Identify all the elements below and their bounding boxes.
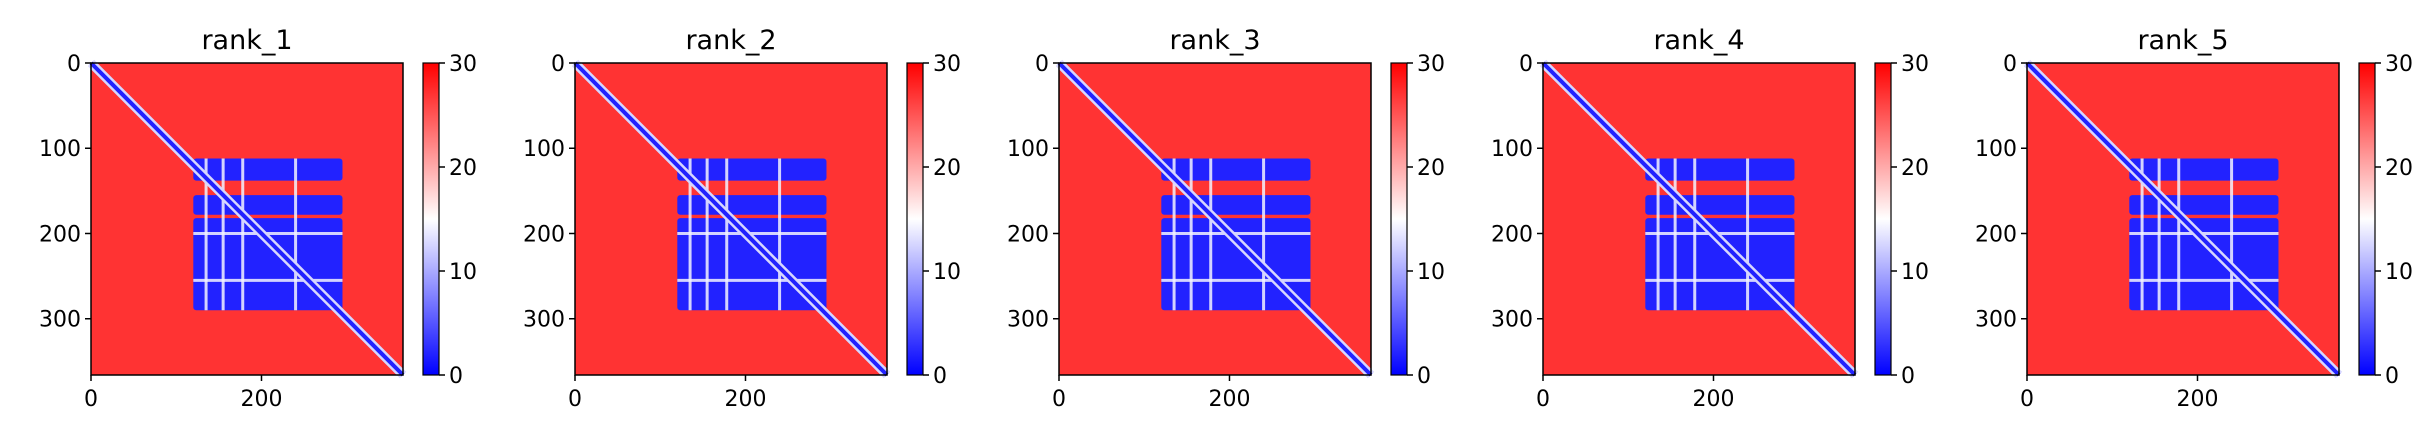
heatmap-block	[677, 218, 827, 311]
heatmap-diagonal	[2025, 61, 2341, 377]
y-tick-label: 200	[1491, 222, 1533, 247]
colorbar-tick-label: 0	[1901, 364, 1915, 389]
x-tick-label: 0	[1052, 387, 1066, 412]
colorbar-tick-label: 30	[1901, 52, 1929, 77]
heatmap-block	[193, 218, 343, 311]
colorbar-tick-label: 30	[1417, 52, 1445, 77]
chart-title: rank_3	[1169, 25, 1260, 56]
colorbar-tick-label: 30	[449, 52, 477, 77]
heatmap-block	[1645, 195, 1795, 215]
colorbar-tick-label: 20	[449, 156, 477, 181]
y-tick-label: 0	[551, 52, 565, 77]
heatmap-block	[1645, 218, 1795, 311]
colorbar-tick-label: 30	[933, 52, 961, 77]
colorbar-tick-label: 10	[1417, 260, 1445, 285]
chart-title: rank_1	[201, 25, 292, 56]
colorbar-tick-label: 0	[933, 364, 947, 389]
colorbar	[422, 62, 440, 376]
colorbar-tick-label: 0	[1417, 364, 1431, 389]
x-tick-label: 0	[1536, 387, 1550, 412]
axes-frame	[1058, 62, 1372, 376]
heatmap-block	[1645, 158, 1795, 181]
panel-rank_2: rank_2 0 200 0 100 200 300 0 10 20 30	[523, 25, 961, 412]
y-tick-label: 100	[1491, 137, 1533, 162]
colorbar	[906, 62, 924, 376]
heatmap-block	[193, 195, 343, 215]
x-tick-label: 200	[2176, 387, 2218, 412]
x-tick-label: 200	[240, 387, 282, 412]
colorbar-tick-label: 10	[449, 260, 477, 285]
y-tick-label: 0	[1519, 52, 1533, 77]
colorbar-tick-label: 10	[2385, 260, 2413, 285]
colorbar-tick-label: 20	[1901, 156, 1929, 181]
y-tick-label: 0	[1035, 52, 1049, 77]
colorbar-tick-label: 10	[933, 260, 961, 285]
y-tick-label: 200	[523, 222, 565, 247]
heatmap-block	[1161, 195, 1311, 215]
heatmap-block	[677, 195, 827, 215]
y-tick-label: 0	[67, 52, 81, 77]
axes-frame	[90, 62, 404, 376]
x-tick-label: 0	[2020, 387, 2034, 412]
y-tick-label: 100	[1975, 137, 2017, 162]
chart-title: rank_4	[1653, 25, 1744, 56]
panel-rank_3: rank_3 0 200 0 100 200 300 0 10 20 30	[1007, 25, 1445, 412]
y-tick-label: 300	[39, 308, 81, 333]
y-tick-label: 300	[1007, 308, 1049, 333]
heatmap-diagonal	[89, 61, 405, 377]
colorbar	[2358, 62, 2376, 376]
x-tick-label: 200	[724, 387, 766, 412]
colorbar-tick-label: 20	[1417, 156, 1445, 181]
heatmap-diagonal	[1057, 61, 1373, 377]
y-tick-label: 300	[1491, 308, 1533, 333]
heatmap-diagonal	[1541, 61, 1857, 377]
panel-rank_5: rank_5 0 200 0 100 200 300 0 10 20 30	[1975, 25, 2413, 412]
heatmap-block	[1161, 158, 1311, 181]
x-tick-label: 200	[1208, 387, 1250, 412]
colorbar-tick-label: 20	[2385, 156, 2413, 181]
colorbar-tick-label: 20	[933, 156, 961, 181]
axes-frame	[2026, 62, 2340, 376]
y-tick-label: 100	[39, 137, 81, 162]
colorbar	[1390, 62, 1408, 376]
heatmap-block	[2129, 218, 2279, 311]
heatmap-block	[2129, 195, 2279, 215]
chart-title: rank_2	[685, 25, 776, 56]
y-tick-label: 200	[1975, 222, 2017, 247]
colorbar-tick-label: 0	[2385, 364, 2399, 389]
heatmap-block	[677, 158, 827, 181]
x-tick-label: 200	[1692, 387, 1734, 412]
y-tick-label: 300	[523, 308, 565, 333]
chart-title: rank_5	[2137, 25, 2228, 56]
y-tick-label: 100	[1007, 137, 1049, 162]
y-tick-label: 0	[2003, 52, 2017, 77]
colorbar	[1874, 62, 1892, 376]
heatmap-block	[1161, 218, 1311, 311]
x-tick-label: 0	[568, 387, 582, 412]
y-tick-label: 200	[1007, 222, 1049, 247]
colorbar-tick-label: 0	[449, 364, 463, 389]
heatmap-block	[2129, 158, 2279, 181]
y-tick-label: 100	[523, 137, 565, 162]
y-tick-label: 300	[1975, 308, 2017, 333]
x-tick-label: 0	[84, 387, 98, 412]
axes-frame	[574, 62, 888, 376]
panel-rank_4: rank_4 0 200 0 100 200 300 0 10 20 30	[1491, 25, 1929, 412]
heatmap-diagonal	[573, 61, 889, 377]
panel-rank_1: rank_1 0 200 0 100 200 300 0 10 20 30	[39, 25, 477, 412]
heatmap-block	[193, 158, 343, 181]
y-tick-label: 200	[39, 222, 81, 247]
colorbar-tick-label: 30	[2385, 52, 2413, 77]
axes-frame	[1542, 62, 1856, 376]
colorbar-tick-label: 10	[1901, 260, 1929, 285]
